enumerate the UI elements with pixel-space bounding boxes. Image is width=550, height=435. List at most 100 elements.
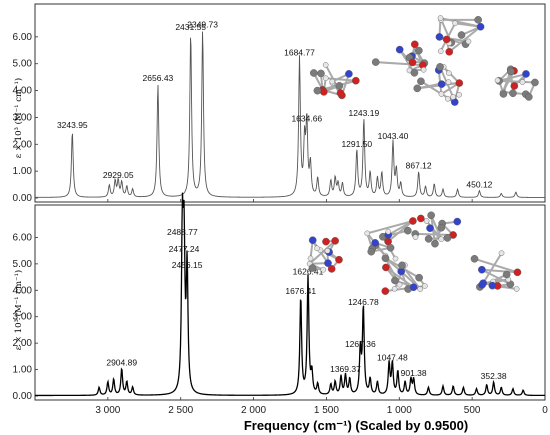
atom (322, 237, 330, 246)
atom (317, 69, 325, 78)
atom (436, 63, 444, 71)
atom (499, 90, 508, 98)
atom (435, 33, 444, 41)
peak-label: 1291.50 (341, 139, 372, 149)
molecule-structure (364, 217, 417, 262)
atom (308, 236, 317, 245)
peak-label: 2656.43 (143, 73, 174, 83)
y-tick-label-top: 3.00 (13, 112, 33, 123)
y-tick-label-bottom: 0.00 (13, 391, 33, 402)
bond (430, 214, 443, 240)
peak-label: 1369.37 (330, 364, 361, 374)
y-tick-label-bottom: 3.00 (13, 312, 33, 323)
atom (513, 286, 520, 292)
atom (422, 283, 428, 289)
atom (446, 70, 452, 76)
atom (531, 78, 539, 87)
atom (437, 80, 446, 88)
bond (454, 22, 481, 28)
atom (507, 67, 515, 76)
atom (385, 228, 392, 235)
spectrum-line-bottom (35, 192, 545, 397)
atom (324, 248, 331, 254)
x-axis-title: Frequency (cm⁻¹) (Scaled by 0.9500) (244, 418, 468, 433)
bond (481, 268, 518, 274)
atom (307, 255, 314, 262)
x-tick-label: 0 (542, 405, 548, 416)
atom (313, 86, 322, 95)
atom (445, 79, 452, 85)
molecule-structure (381, 254, 428, 295)
y-tick-label-top: 5.00 (13, 59, 33, 70)
atom (424, 235, 433, 243)
atom (309, 69, 318, 77)
atom (331, 237, 339, 245)
bond (498, 72, 527, 82)
peak-label: 1043.40 (378, 131, 409, 141)
y-tick-label-top: 4.00 (13, 86, 33, 97)
molecule-structure (435, 15, 485, 56)
atom (513, 268, 522, 277)
bond (448, 25, 482, 53)
atom (395, 45, 404, 54)
atom (457, 31, 466, 39)
plot-frame-bottom (34, 204, 546, 401)
y-tick-label-top: 6.00 (13, 32, 33, 43)
y-axis-title-bottom: ε × 10³ (M⁻¹ cm⁻¹) (13, 270, 24, 351)
x-tick-label: 1 500 (314, 405, 339, 416)
peak-label: 352.38 (481, 371, 507, 381)
atom (437, 223, 446, 232)
bond (482, 252, 503, 284)
panel-top: 0.00 1.00 2.00 3.00 4.00 5.00 6.00 3243.95 2929.… (13, 3, 546, 204)
peak-label: 901.38 (401, 368, 427, 378)
atom (445, 48, 454, 56)
atom (335, 82, 344, 90)
atom (391, 276, 399, 285)
molecule-structure (371, 40, 429, 77)
panel-bottom: 0.00 1.00 2.00 3.00 4.00 5.00 6.00 2904.89 2488.… (13, 192, 546, 402)
bond (385, 266, 415, 289)
peak-label: 450.12 (466, 179, 492, 189)
atom (423, 218, 430, 224)
molecule-structure (306, 236, 343, 273)
peak-label: 2349.73 (187, 19, 218, 29)
atom (314, 245, 320, 252)
atom (392, 255, 399, 262)
atom (324, 259, 332, 267)
atom (456, 91, 462, 98)
bond (325, 77, 356, 82)
peak-label: 1626.41 (293, 266, 324, 276)
atom (415, 273, 423, 282)
atom (327, 265, 336, 273)
atom (412, 234, 419, 240)
y-tick-label-bottom: 1.00 (13, 365, 33, 376)
y-tick-label-top: 2.00 (13, 139, 33, 150)
atom (417, 286, 423, 292)
y-tick-label-top: 0.00 (13, 193, 33, 204)
peak-label: 1676.41 (285, 286, 316, 296)
atom (409, 217, 417, 225)
peak-label: 2477.24 (169, 244, 200, 254)
plot-frame-top (34, 3, 546, 203)
peak-label: 2431.55 (175, 22, 206, 32)
atom (444, 95, 451, 102)
atom (420, 66, 427, 73)
atom (443, 234, 452, 242)
atom (329, 78, 336, 85)
y-tick-label-bottom: 5.00 (13, 259, 33, 270)
x-tick-label: 2 500 (168, 405, 193, 416)
y-tick-label-top: 1.00 (13, 166, 33, 177)
atom (404, 226, 412, 235)
atom (522, 70, 530, 78)
peak-label: 1634.66 (291, 113, 322, 123)
molecule-structure (309, 62, 360, 100)
atom (519, 79, 526, 85)
atom (322, 62, 329, 68)
spectrum-line-top (35, 31, 545, 198)
atom (398, 261, 406, 270)
atom (502, 270, 511, 279)
y-tick-label-bottom: 2.00 (13, 338, 33, 349)
peak-label: 1246.78 (348, 297, 379, 307)
peak-label: 1047.48 (377, 352, 408, 362)
